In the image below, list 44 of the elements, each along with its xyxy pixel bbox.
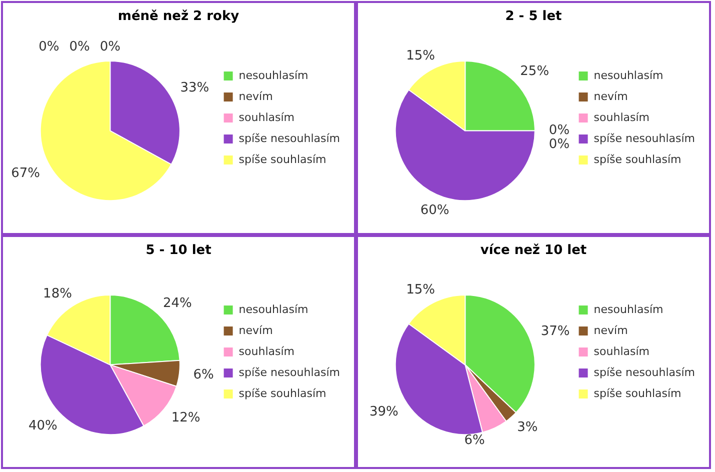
legend-label: nesouhlasím xyxy=(238,302,308,316)
data-label: 15% xyxy=(406,282,436,298)
chart-title: 2 - 5 let xyxy=(505,9,562,24)
legend-label: nevím xyxy=(238,90,273,103)
data-label: 12% xyxy=(171,410,200,426)
legend-label: souhlasím xyxy=(594,344,650,358)
legend-label: spíše nesouhlasím xyxy=(594,366,696,379)
chart-title: méně než 2 roky xyxy=(118,9,240,24)
text: 0% xyxy=(38,39,60,54)
data-label: 6% xyxy=(193,368,214,383)
legend-label: spíše souhlasím xyxy=(238,386,326,400)
legend-label: spíše nesouhlasím xyxy=(238,366,340,379)
legend-label: nesouhlasím xyxy=(594,68,664,82)
legend-label: souhlasím xyxy=(238,110,295,124)
data-label: 15% xyxy=(406,48,436,64)
text: 0% xyxy=(100,39,120,54)
text: 0% xyxy=(69,39,90,54)
data-label: 3% xyxy=(517,420,538,436)
chart-title: 5 - 10 let xyxy=(146,243,212,258)
legend-label: nevím xyxy=(238,324,273,337)
data-label: 24% xyxy=(162,296,192,312)
data-label: 39% xyxy=(369,404,398,420)
data-label: 18% xyxy=(43,286,72,302)
legend-label: spíše nesouhlasím xyxy=(594,132,696,145)
legend-label: souhlasím xyxy=(594,110,650,124)
data-label: 33% xyxy=(180,80,210,96)
chart-title: více než 10 let xyxy=(480,243,587,258)
legend-label: souhlasím xyxy=(238,344,295,358)
legend-label: nevím xyxy=(594,324,628,337)
legend-label: spíše souhlasím xyxy=(238,152,326,166)
data-label: 25% xyxy=(520,64,550,79)
legend-label: spíše souhlasím xyxy=(594,152,682,166)
data-label: 60% xyxy=(420,202,450,218)
text: 0% xyxy=(548,123,570,138)
legend-label: nesouhlasím xyxy=(238,68,308,82)
legend-label: nevím xyxy=(594,90,628,103)
data-label: 40% xyxy=(28,418,58,434)
legend-label: spíše nesouhlasím xyxy=(238,132,340,145)
data-label: 37% xyxy=(540,324,570,339)
legend-label: spíše souhlasím xyxy=(594,386,682,400)
text: 0% xyxy=(548,137,570,152)
data-label: 6% xyxy=(464,432,485,448)
legend-label: nesouhlasím xyxy=(594,302,664,316)
data-label: 67% xyxy=(11,166,40,181)
